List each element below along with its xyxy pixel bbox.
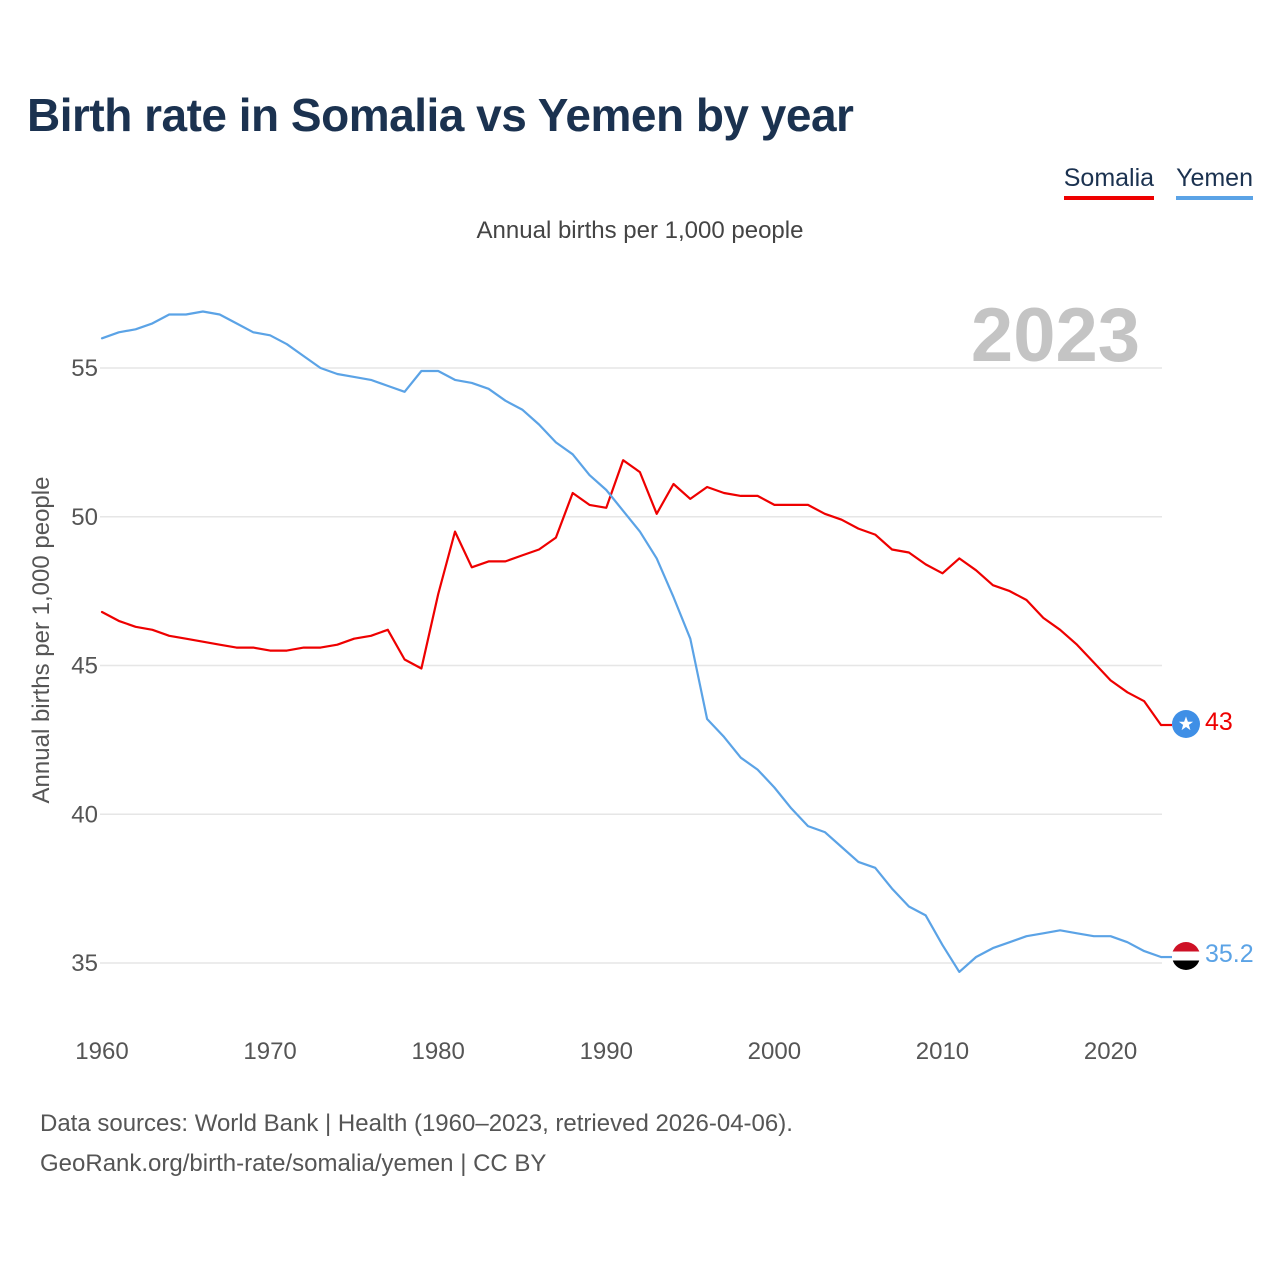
x-tick-label: 2000 — [748, 1038, 801, 1065]
x-tick-label: 1990 — [580, 1038, 633, 1065]
y-tick-label: 45 — [71, 653, 98, 680]
y-tick-label: 35 — [71, 950, 98, 977]
grid-lines — [100, 367, 1162, 964]
legend-item-yemen[interactable]: Yemen — [1176, 164, 1253, 200]
series-line-yemen[interactable] — [100, 310, 1163, 974]
chart-title: Birth rate in Somalia vs Yemen by year — [27, 89, 854, 141]
somalia-end-value: 43 — [1205, 708, 1233, 736]
x-tick-label: 2010 — [916, 1038, 969, 1065]
x-tick-label: 2020 — [1084, 1038, 1137, 1065]
y-tick-label: 40 — [71, 801, 98, 828]
footer: Data sources: World Bank | Health (1960–… — [40, 1104, 793, 1184]
y-tick-label: 50 — [71, 504, 98, 531]
y-tick-label: 55 — [71, 355, 98, 382]
legend-item-somalia[interactable]: Somalia — [1063, 164, 1155, 200]
data-source-note: Data sources: World Bank | Health (1960–… — [40, 1110, 793, 1137]
highlight-year-label: 2023 — [971, 293, 1140, 378]
x-tick-label: 1970 — [243, 1038, 296, 1065]
source-link[interactable]: GeoRank.org/birth-rate/somalia/yemen | C… — [40, 1150, 547, 1177]
x-tick-label: 1960 — [75, 1038, 128, 1065]
legend: Somalia Yemen — [1063, 164, 1253, 200]
series-line-somalia[interactable] — [100, 459, 1163, 727]
y-axis-ticks: 35 40 45 50 55 — [71, 355, 98, 977]
series-lines — [100, 310, 1172, 974]
end-markers: 43 35.2 — [1172, 708, 1254, 970]
x-tick-label: 1980 — [411, 1038, 464, 1065]
yemen-end-value: 35.2 — [1205, 940, 1254, 968]
x-axis-ticks: 1960 1970 1980 1990 2000 2010 2020 — [75, 1038, 1137, 1065]
chart-subtitle: Annual births per 1,000 people — [476, 217, 804, 244]
yemen-flag-icon — [1172, 942, 1200, 970]
somalia-flag-icon — [1172, 710, 1200, 738]
